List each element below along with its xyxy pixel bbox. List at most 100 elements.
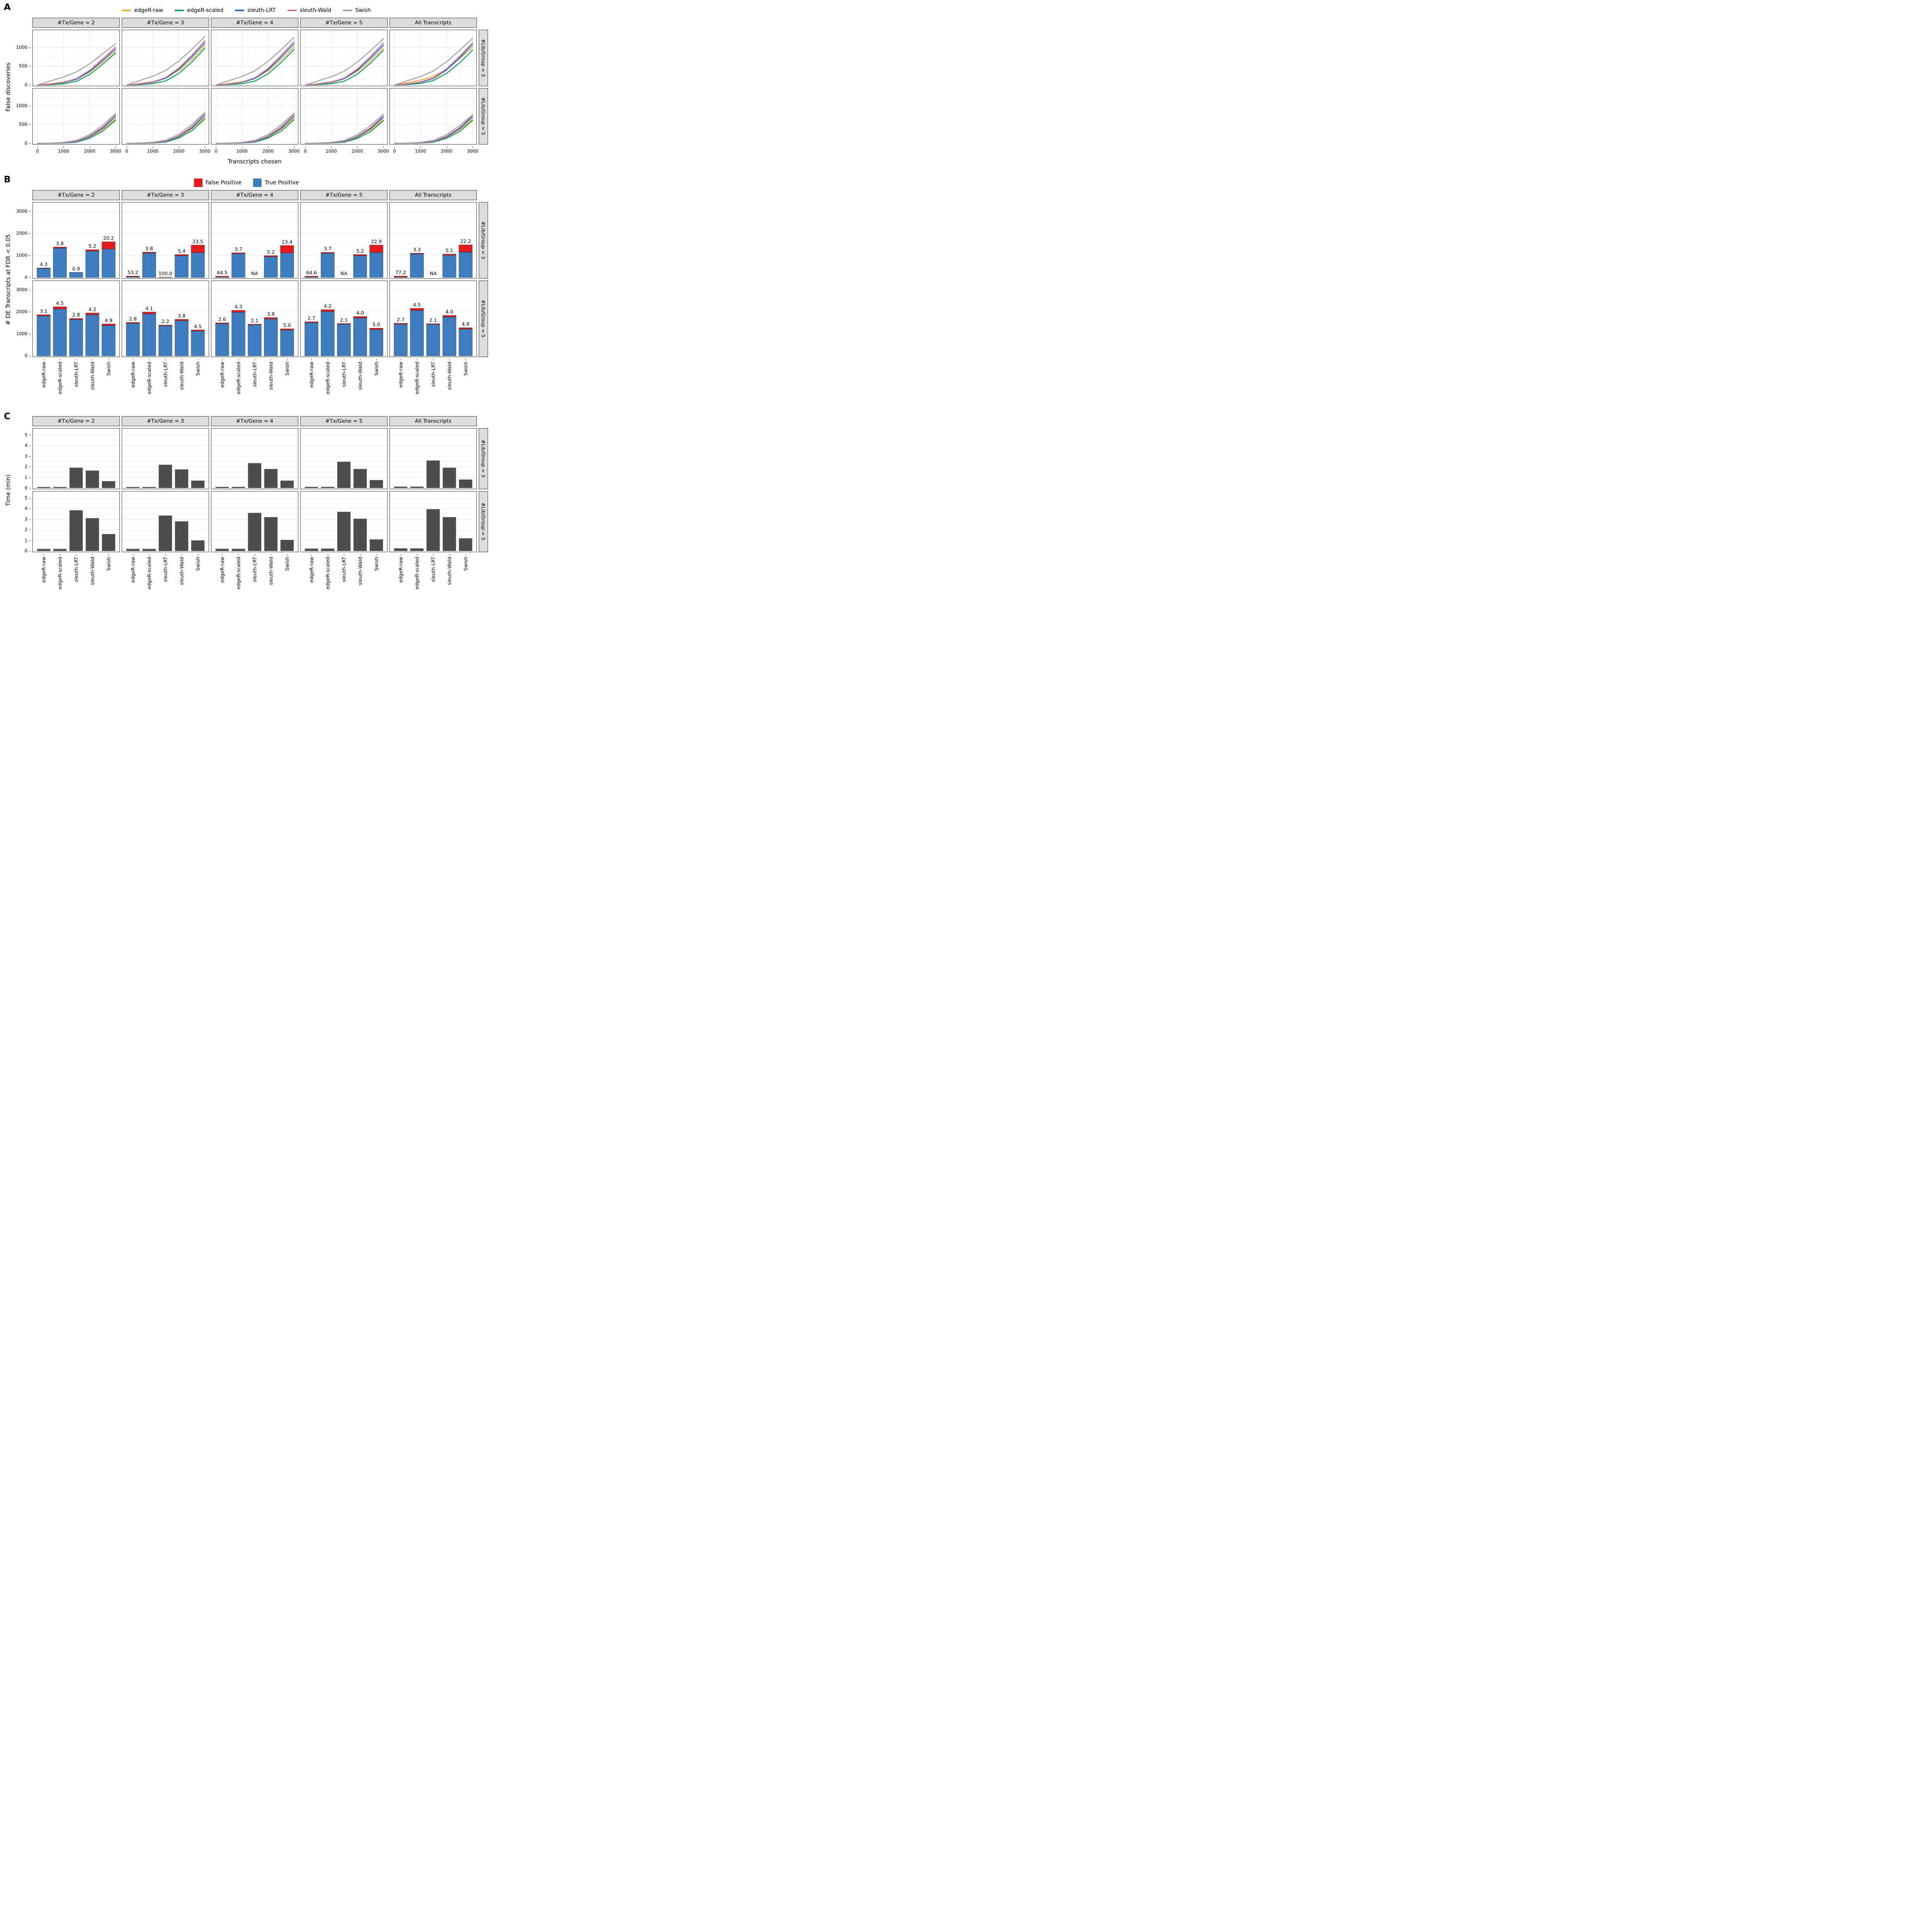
x-tick-label: 0: [393, 148, 396, 154]
series-line-sleuth-Wald: [37, 46, 116, 86]
x-tick-mark: [311, 359, 312, 361]
false-positive-bar: [231, 310, 245, 313]
facet-plot: [301, 88, 387, 144]
x-tick-label: 2000: [441, 148, 452, 154]
x-axis-cell: edgeR-raw edgeR-scaled sleuth-LRT sleuth-Wa…: [32, 554, 120, 600]
false-positive-bar: [410, 253, 424, 254]
true-positive-bar: [175, 320, 189, 356]
true-positive-bar: [321, 311, 335, 356]
facet-plot: [301, 435, 387, 488]
panel-c-facet-grid: #Tx/Gene = 2 #Tx/Gene = 3 #Tx/Gene = 4 #Tx/…: [4, 416, 489, 600]
legend-label: edgeR-scaled: [187, 7, 224, 14]
facet-panel: 3.1 4.5 2.8 4.2 4.9: [32, 281, 120, 357]
series-line-Swish: [394, 38, 473, 86]
x-axis-cell: edgeR-raw edgeR-scaled sleuth-LRT sleuth-Wa…: [122, 554, 209, 600]
true-positive-bar: [426, 324, 440, 356]
method-label: Swish: [284, 362, 290, 376]
time-bar: [321, 548, 335, 551]
time-bar: [304, 486, 318, 488]
x-tick-label: 2000: [262, 148, 274, 154]
false-positive-bar: [337, 323, 351, 325]
x-tick-mark: [222, 554, 223, 556]
method-label: edgeR-raw: [308, 557, 315, 583]
facet-plot: [33, 30, 119, 86]
false-positive-bar: [215, 323, 229, 324]
facet-row-strip: #Lib/Group = 3: [479, 428, 488, 489]
false-positive-bar: [85, 249, 99, 252]
true-positive-bar: [280, 330, 294, 356]
method-label: Swish: [373, 362, 379, 376]
true-positive-bar: [53, 248, 67, 278]
false-positive-bar: [53, 247, 67, 248]
method-label: sleuth-LRT: [341, 362, 347, 387]
y-tick-label: 5: [24, 495, 27, 501]
y-axis-tick-labels: 0 1000 2000 3000: [14, 202, 31, 279]
true-positive-bar: [85, 315, 99, 356]
time-bar: [337, 462, 351, 488]
facet-panel: [32, 491, 120, 552]
time-bar: [321, 486, 335, 488]
false-positive-bar: [37, 315, 51, 316]
facet-panel: [122, 30, 209, 86]
y-tick-label: 0: [24, 548, 27, 554]
facet-panel: 77.2 3.3 NA 5.1 22.2: [389, 202, 477, 279]
fdr-percent-label: 4.1: [145, 306, 153, 311]
facet-plot: [211, 30, 298, 86]
fdr-percent-label: 2.1: [429, 317, 437, 323]
method-label: edgeR-scaled: [414, 362, 420, 395]
x-tick-label: 2000: [84, 148, 95, 154]
fdr-percent-label: 5.0: [283, 322, 291, 328]
time-bar: [126, 549, 140, 551]
x-tick-mark: [37, 146, 38, 148]
y-tick-label: 4: [24, 505, 27, 511]
time-bar: [394, 548, 408, 551]
true-positive-bar: [280, 253, 294, 278]
false-positive-bar: [126, 276, 140, 277]
true-positive-bar: [37, 268, 51, 278]
facet-plot: [211, 435, 298, 488]
method-label: sleuth-LRT: [252, 362, 258, 387]
false-positive-bar: [158, 325, 172, 326]
x-tick-label: 0: [125, 148, 128, 154]
y-axis-tick-labels: 0 1 2 3 4 5: [14, 491, 31, 554]
fdr-percent-label: 3.1: [40, 308, 48, 314]
facet-col-strip: #Tx/Gene = 2: [32, 190, 120, 200]
fdr-percent-label: 64.6: [306, 270, 317, 276]
panel-b-legend: False Positive True Positive: [4, 175, 489, 190]
facet-row-strip-text: #Lib/Group = 3: [480, 39, 486, 77]
fdr-percent-label: 3.8: [178, 313, 185, 318]
true-positive-bar: [264, 319, 278, 356]
method-label: sleuth-LRT: [341, 557, 347, 582]
facet-panel: [300, 491, 388, 552]
method-label: edgeR-raw: [41, 362, 47, 388]
fdr-percent-label: 4.5: [413, 302, 421, 308]
false-positive-bar: [394, 276, 408, 277]
x-tick-mark: [305, 146, 306, 148]
facet-panel: 2.7 4.5 2.1 4.0 4.8: [389, 281, 477, 357]
facet-panel: [32, 88, 120, 145]
time-bar: [53, 549, 67, 551]
x-tick-mark: [149, 359, 150, 361]
fdr-percent-label: 5.2: [267, 249, 275, 255]
x-tick-mark: [357, 146, 358, 148]
method-label: sleuth-LRT: [162, 557, 168, 582]
true-positive-bar: [304, 322, 318, 356]
facet-col-strip: #Tx/Gene = 4: [211, 18, 298, 28]
facet-col-strip: #Tx/Gene = 3: [122, 416, 209, 426]
legend-item: True Positive: [253, 179, 299, 187]
facet-panel: [389, 88, 477, 145]
fdr-percent-label: 23.4: [282, 239, 293, 245]
facet-panel: [32, 428, 120, 489]
x-tick-label: 3000: [467, 148, 478, 154]
method-label: edgeR-scaled: [325, 362, 331, 395]
fdr-percent-label: 2.6: [218, 316, 226, 322]
legend-label: True Positive: [265, 180, 299, 186]
x-axis-cell: 0 1000 2000 3000: [300, 146, 389, 156]
false-positive-bar: [459, 245, 473, 252]
y-tick-label: 0: [24, 485, 27, 491]
facet-plot: [390, 30, 476, 86]
false-positive-bar: [102, 242, 116, 249]
time-bar: [85, 518, 99, 551]
x-axis-cell: 0 1000 2000 3000: [122, 146, 211, 156]
facet-col-strip: #Tx/Gene = 3: [122, 18, 209, 28]
